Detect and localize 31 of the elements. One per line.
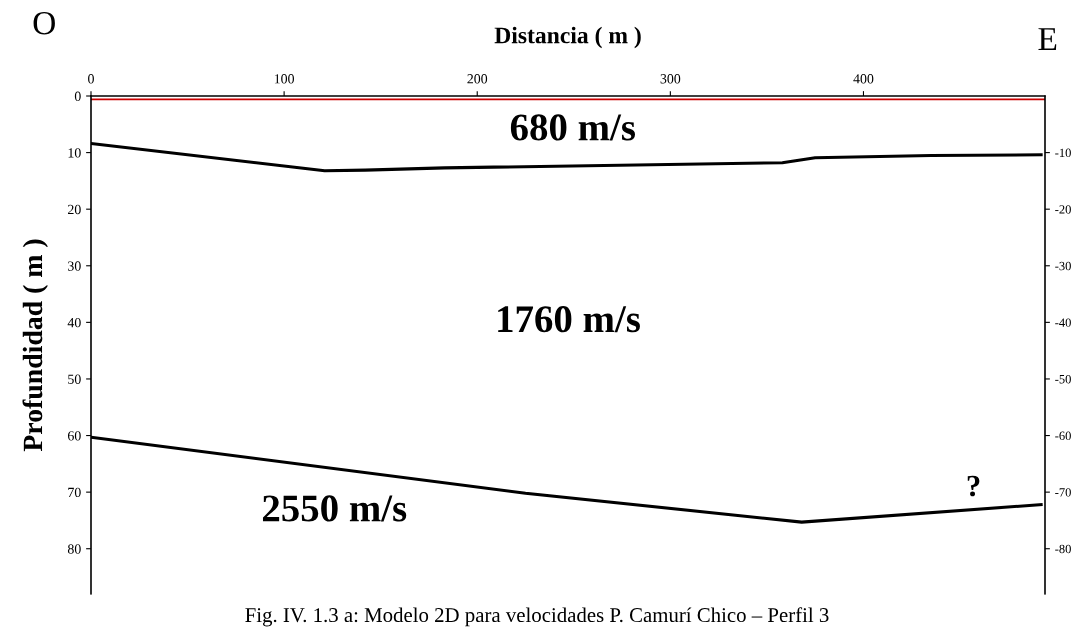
y-tick-label: 20 — [68, 204, 81, 215]
y2-tick-label: -80 — [1055, 544, 1071, 554]
y2-tick-label: -40 — [1055, 318, 1071, 327]
annotation: 680 m/s — [510, 114, 636, 141]
y2-tick-label: -70 — [1055, 488, 1071, 497]
y-tick-label: 70 — [68, 487, 81, 498]
y2-tick-label: -10 — [1055, 148, 1071, 158]
y-tick-label: 40 — [67, 317, 81, 328]
y2-tick-label: -60 — [1055, 431, 1071, 441]
annotation: 2550 m/s — [262, 495, 407, 522]
y-tick-label: 50 — [68, 374, 81, 384]
annotation: 1760 m/s — [498, 306, 640, 333]
y-tick-label: 30 — [68, 261, 81, 271]
annotation: ? — [967, 475, 980, 497]
x-tick-label: 0 — [88, 74, 94, 84]
text: E — [1038, 28, 1057, 50]
y-tick-label: 10 — [68, 148, 81, 158]
x-tick-label: 200 — [467, 74, 488, 84]
text: O — [33, 12, 55, 35]
y-axis-title: Profundidad ( m ) — [22, 239, 48, 452]
x-axis-title: Distancia ( m ) — [494, 26, 641, 49]
y-tick-label: 60 — [67, 431, 81, 441]
x-tick-label: 300 — [660, 74, 681, 84]
y-tick-label: 80 — [67, 544, 81, 554]
y2-tick-label: -20 — [1055, 205, 1071, 214]
y-tick-label: 0 — [74, 91, 81, 101]
x-tick-label: 100 — [274, 74, 294, 84]
y2-tick-label: -30 — [1055, 261, 1071, 271]
y2-tick-label: -50 — [1055, 374, 1071, 384]
x-tick-label: 400 — [853, 74, 874, 84]
text: Fig. IV. 1.3 a: Modelo 2D para velocidades P. Camurí Chico – Perfil 3 — [245, 607, 829, 627]
